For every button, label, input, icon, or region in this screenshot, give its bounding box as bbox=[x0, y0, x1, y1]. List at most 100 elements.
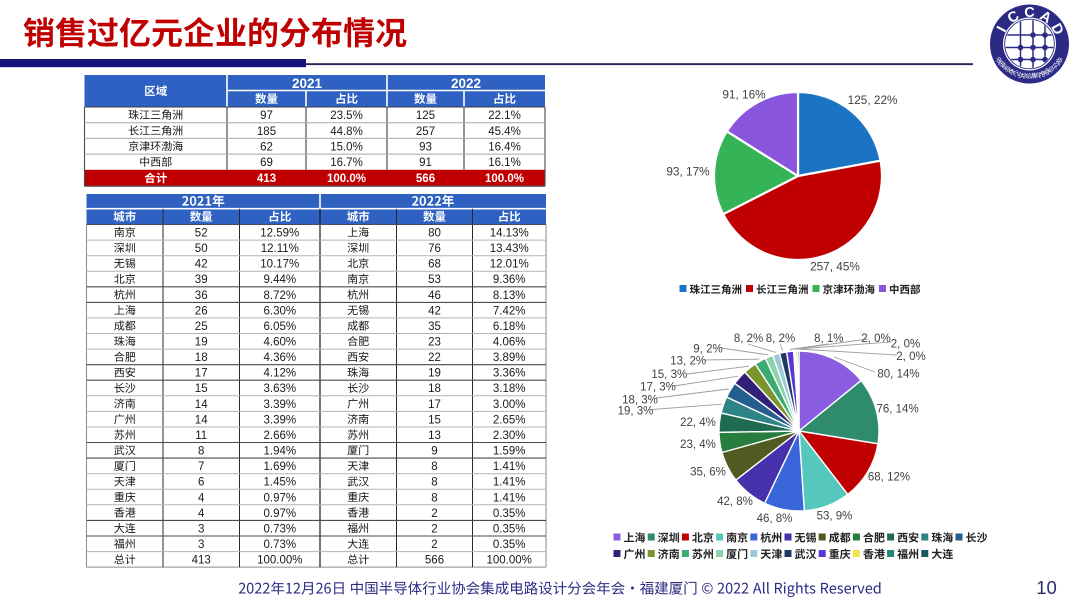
svg-text:3.00%: 3.00% bbox=[493, 399, 526, 411]
svg-text:16.4%: 16.4% bbox=[488, 141, 521, 153]
svg-text:13: 13 bbox=[428, 430, 441, 442]
svg-text:8: 8 bbox=[431, 477, 437, 489]
svg-text:23: 23 bbox=[428, 337, 441, 349]
svg-text:13, 2%: 13, 2% bbox=[670, 356, 706, 368]
svg-text:62: 62 bbox=[260, 141, 273, 153]
svg-text:566: 566 bbox=[416, 173, 435, 185]
svg-text:8: 8 bbox=[198, 446, 204, 458]
svg-text:6.18%: 6.18% bbox=[493, 321, 526, 333]
svg-text:19: 19 bbox=[428, 368, 441, 380]
svg-text:17: 17 bbox=[428, 399, 441, 411]
svg-text:257: 257 bbox=[416, 126, 435, 138]
svg-text:0.35%: 0.35% bbox=[493, 508, 526, 520]
svg-text:0.35%: 0.35% bbox=[493, 539, 526, 551]
svg-text:10: 10 bbox=[1036, 577, 1057, 598]
svg-text:16.1%: 16.1% bbox=[488, 157, 521, 169]
svg-text:8, 2%: 8, 2% bbox=[734, 333, 763, 345]
svg-text:1.41%: 1.41% bbox=[493, 461, 526, 473]
svg-text:3.63%: 3.63% bbox=[263, 383, 296, 395]
svg-text:1.94%: 1.94% bbox=[263, 446, 296, 458]
svg-text:0.73%: 0.73% bbox=[263, 539, 296, 551]
svg-text:413: 413 bbox=[257, 173, 276, 185]
svg-text:1.45%: 1.45% bbox=[263, 477, 296, 489]
svg-text:69: 69 bbox=[260, 157, 273, 169]
svg-text:93, 17%: 93, 17% bbox=[666, 165, 710, 179]
svg-text:9.44%: 9.44% bbox=[263, 274, 296, 286]
svg-text:100.0%: 100.0% bbox=[327, 173, 366, 185]
svg-text:76: 76 bbox=[428, 243, 441, 255]
svg-text:7: 7 bbox=[198, 461, 204, 473]
svg-text:19, 3%: 19, 3% bbox=[618, 406, 654, 418]
svg-text:0.97%: 0.97% bbox=[263, 492, 296, 504]
svg-text:17, 3%: 17, 3% bbox=[640, 382, 676, 394]
svg-text:100.00%: 100.00% bbox=[257, 555, 302, 567]
svg-text:17: 17 bbox=[195, 368, 208, 380]
svg-text:18: 18 bbox=[195, 352, 208, 364]
svg-text:10.17%: 10.17% bbox=[260, 259, 299, 271]
svg-text:1.41%: 1.41% bbox=[493, 492, 526, 504]
svg-text:7.42%: 7.42% bbox=[493, 305, 526, 317]
svg-text:4.12%: 4.12% bbox=[263, 368, 296, 380]
svg-text:3: 3 bbox=[198, 523, 204, 535]
svg-text:8: 8 bbox=[431, 461, 437, 473]
svg-text:45.4%: 45.4% bbox=[488, 126, 521, 138]
svg-text:6.05%: 6.05% bbox=[263, 321, 296, 333]
svg-text:44.8%: 44.8% bbox=[330, 126, 363, 138]
svg-text:I: I bbox=[994, 24, 1010, 35]
svg-text:76, 14%: 76, 14% bbox=[876, 403, 918, 415]
svg-text:14.13%: 14.13% bbox=[490, 228, 529, 240]
svg-text:413: 413 bbox=[192, 555, 211, 567]
svg-text:125, 22%: 125, 22% bbox=[848, 93, 898, 107]
svg-text:4: 4 bbox=[198, 508, 205, 520]
svg-text:8, 2%: 8, 2% bbox=[766, 333, 795, 345]
svg-text:125: 125 bbox=[416, 110, 435, 122]
svg-text:257, 45%: 257, 45% bbox=[810, 260, 860, 274]
svg-text:13.43%: 13.43% bbox=[490, 243, 529, 255]
svg-text:42, 8%: 42, 8% bbox=[717, 496, 753, 508]
svg-text:3.36%: 3.36% bbox=[493, 368, 526, 380]
svg-text:2, 0%: 2, 0% bbox=[891, 338, 920, 350]
svg-text:12.11%: 12.11% bbox=[261, 243, 299, 255]
svg-text:80: 80 bbox=[428, 228, 441, 240]
svg-text:39: 39 bbox=[195, 274, 208, 286]
svg-text:22, 4%: 22, 4% bbox=[680, 417, 716, 429]
svg-text:36: 36 bbox=[195, 290, 208, 302]
svg-text:91: 91 bbox=[419, 157, 432, 169]
svg-text:100.00%: 100.00% bbox=[486, 555, 531, 567]
svg-text:100.0%: 100.0% bbox=[485, 173, 524, 185]
svg-text:C: C bbox=[1024, 5, 1035, 21]
svg-text:3.39%: 3.39% bbox=[263, 399, 296, 411]
svg-text:566: 566 bbox=[425, 555, 444, 567]
svg-text:8.13%: 8.13% bbox=[493, 290, 526, 302]
svg-text:91, 16%: 91, 16% bbox=[722, 88, 766, 102]
svg-text:9.36%: 9.36% bbox=[493, 274, 526, 286]
svg-text:15, 3%: 15, 3% bbox=[651, 369, 687, 381]
svg-text:0.35%: 0.35% bbox=[493, 523, 526, 535]
svg-text:1.59%: 1.59% bbox=[493, 446, 526, 458]
svg-text:3.18%: 3.18% bbox=[493, 383, 526, 395]
svg-text:11: 11 bbox=[195, 430, 207, 442]
svg-text:68, 12%: 68, 12% bbox=[868, 472, 910, 484]
svg-text:6.30%: 6.30% bbox=[263, 305, 296, 317]
svg-text:12.59%: 12.59% bbox=[260, 228, 299, 240]
svg-text:2.30%: 2.30% bbox=[493, 430, 526, 442]
svg-text:9: 9 bbox=[431, 446, 437, 458]
svg-text:14: 14 bbox=[195, 399, 208, 411]
svg-text:2: 2 bbox=[431, 523, 437, 535]
svg-text:42: 42 bbox=[428, 305, 441, 317]
svg-text:2.66%: 2.66% bbox=[263, 430, 296, 442]
svg-text:6: 6 bbox=[198, 477, 204, 489]
svg-text:23.5%: 23.5% bbox=[330, 110, 363, 122]
svg-text:23, 4%: 23, 4% bbox=[680, 439, 716, 451]
svg-text:1.69%: 1.69% bbox=[263, 461, 296, 473]
svg-text:18, 3%: 18, 3% bbox=[622, 395, 658, 407]
svg-text:8: 8 bbox=[431, 492, 437, 504]
svg-text:15.0%: 15.0% bbox=[330, 141, 363, 153]
svg-text:2: 2 bbox=[431, 508, 437, 520]
svg-text:0.73%: 0.73% bbox=[263, 523, 296, 535]
svg-text:22.1%: 22.1% bbox=[488, 110, 521, 122]
svg-text:0.97%: 0.97% bbox=[263, 508, 296, 520]
svg-text:185: 185 bbox=[257, 126, 276, 138]
svg-text:4: 4 bbox=[198, 492, 205, 504]
svg-text:3: 3 bbox=[198, 539, 204, 551]
